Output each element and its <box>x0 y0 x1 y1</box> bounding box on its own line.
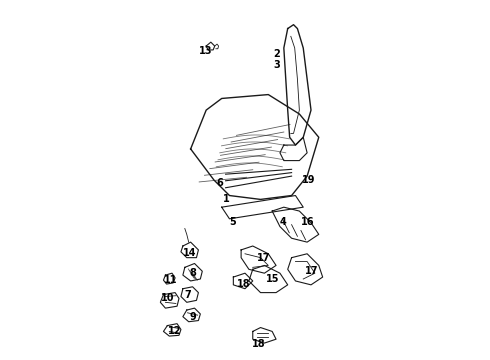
Text: 18: 18 <box>252 339 266 349</box>
Text: 14: 14 <box>183 248 196 258</box>
Text: 8: 8 <box>189 268 196 278</box>
Text: 17: 17 <box>305 266 318 276</box>
Text: 7: 7 <box>184 289 191 300</box>
Text: 2: 2 <box>273 49 280 59</box>
Text: 19: 19 <box>302 175 316 185</box>
Text: 11: 11 <box>164 275 177 285</box>
Text: 4: 4 <box>280 217 287 227</box>
Text: 15: 15 <box>266 274 280 284</box>
Text: 13: 13 <box>198 46 212 56</box>
Text: 12: 12 <box>168 327 181 337</box>
Text: 17: 17 <box>257 253 270 264</box>
Text: 1: 1 <box>223 194 230 204</box>
Text: 9: 9 <box>189 312 196 322</box>
Text: 10: 10 <box>161 293 175 303</box>
Text: 5: 5 <box>229 217 236 227</box>
Text: 6: 6 <box>217 178 223 188</box>
Text: 18: 18 <box>238 279 251 289</box>
Text: 16: 16 <box>301 217 315 227</box>
Text: 3: 3 <box>273 60 280 71</box>
